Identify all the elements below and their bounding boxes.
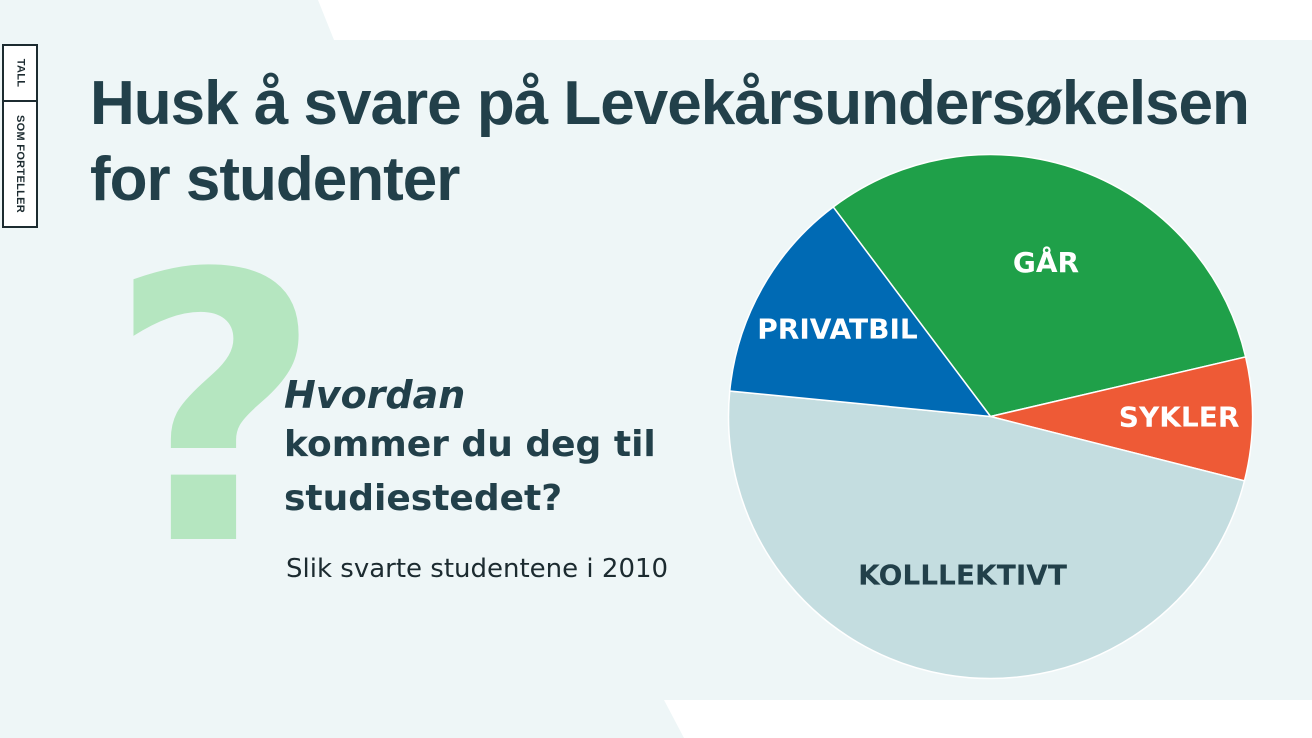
pie-label-kolllektivt: KOLLLEKTIVT <box>858 559 1067 592</box>
logo-text-top: TALL <box>14 58 26 88</box>
pie-chart: GÅR SYKLER KOLLLEKTIVT PRIVATBIL <box>727 153 1254 680</box>
question-mark-icon: ? <box>108 197 323 627</box>
ssb-logo: TALL SOM FORTELLER <box>2 44 38 228</box>
question-block: Hvordan kommer du deg til studiestedet? <box>284 372 704 526</box>
pie-slice-går <box>832 153 1247 418</box>
question-emphasis: Hvordan <box>284 373 466 417</box>
pie-label-går: GÅR <box>1013 245 1079 279</box>
pie-label-privatbil: PRIVATBIL <box>757 312 918 345</box>
pie-slice-privatbil <box>728 205 993 418</box>
pie-slice-kolllektivt <box>727 390 1246 680</box>
question-text: kommer du deg til studiestedet? <box>284 424 656 519</box>
pie-label-sykler: SYKLER <box>1119 400 1240 433</box>
logo-text-bottom: SOM FORTELLER <box>14 114 27 214</box>
chart-subtitle: Slik svarte studentene i 2010 <box>286 554 669 584</box>
pie-slice-sykler <box>990 356 1254 482</box>
page-title: Husk å svare på Levekårsundersøkelsen fo… <box>90 69 1250 214</box>
